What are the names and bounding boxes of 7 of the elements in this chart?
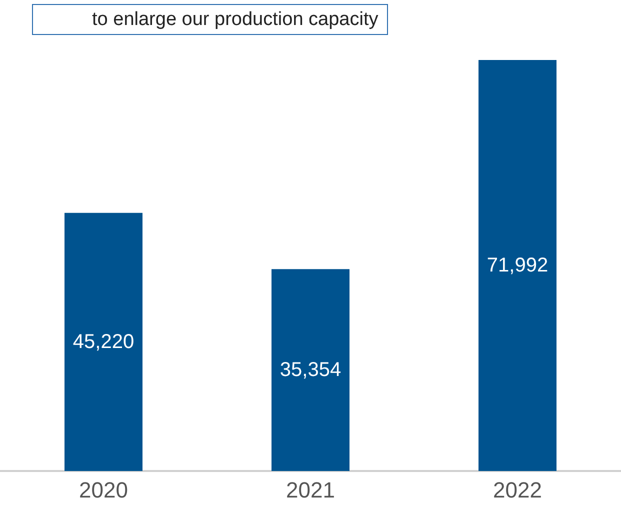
- data-label: 35,354: [280, 359, 342, 382]
- x-tick-label: 2020: [79, 478, 128, 502]
- data-label: 71,992: [486, 254, 548, 276]
- x-tick-label: 2021: [286, 478, 335, 502]
- text: to enlarge our production capacity: [92, 9, 379, 30]
- x-tick-label: 2022: [493, 478, 542, 502]
- data-label: 45,220: [72, 330, 134, 353]
